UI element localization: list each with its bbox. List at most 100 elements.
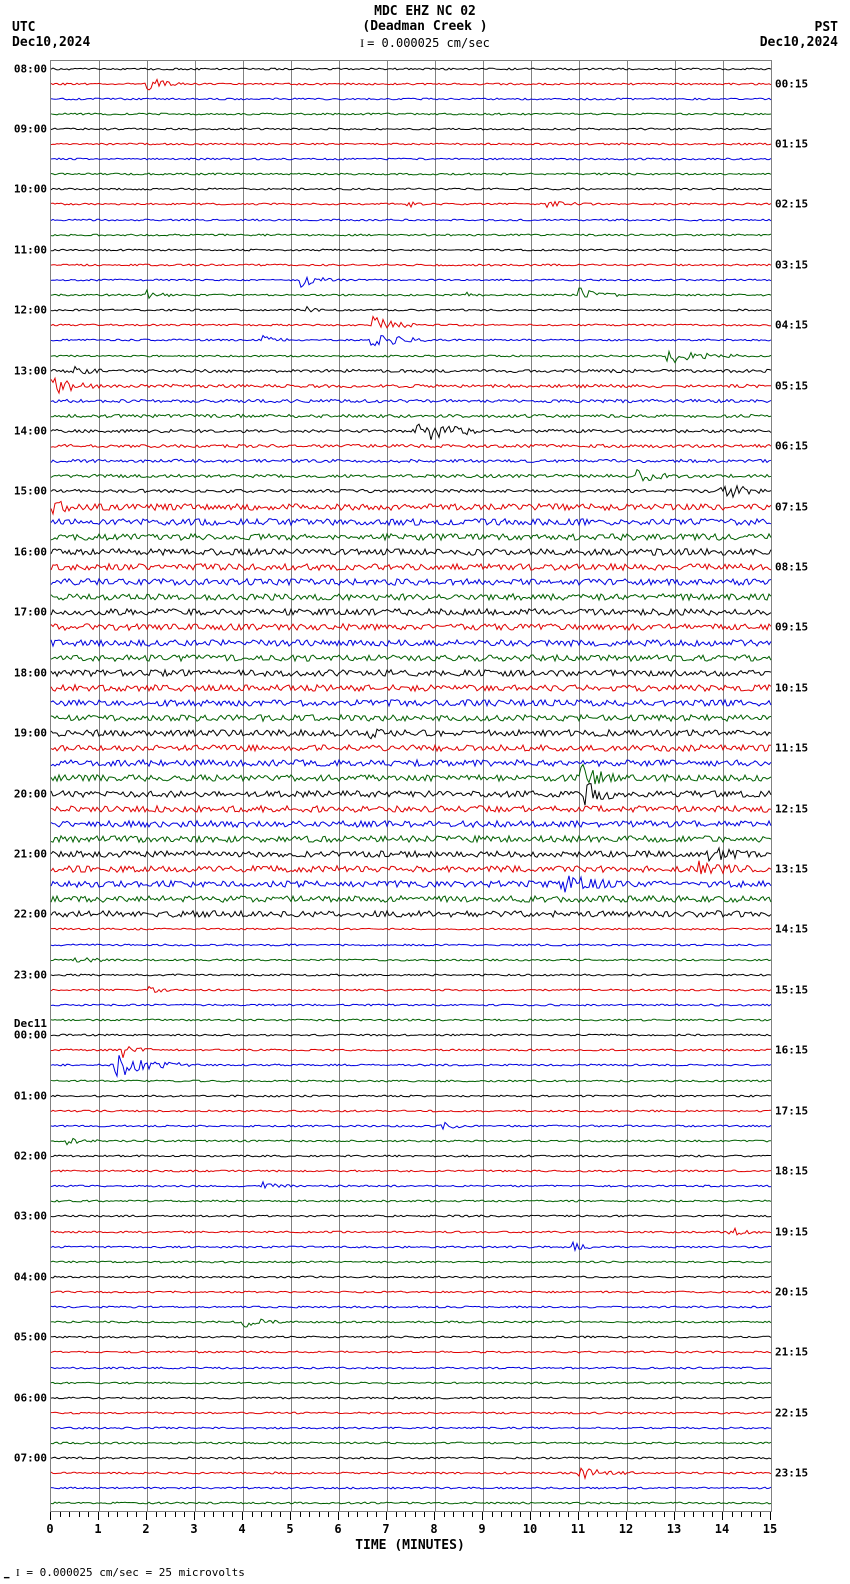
x-axis: TIME (MINUTES) 0123456789101112131415 [50, 1512, 770, 1562]
pst-time-label: 20:15 [771, 1285, 808, 1298]
utc-time-label: 22:00 [14, 908, 51, 921]
trace-row [51, 1443, 771, 1444]
trace-row: 21:00 [51, 854, 771, 855]
trace-row [51, 1005, 771, 1006]
trace-row: 14:15 [51, 929, 771, 930]
pst-time-label: 01:15 [771, 138, 808, 151]
trace-row [51, 416, 771, 417]
pst-time-label: 10:15 [771, 681, 808, 694]
trace-row [51, 356, 771, 357]
trace-row: 05:15 [51, 386, 771, 387]
trace-row: 07:00 [51, 1458, 771, 1459]
trace-row [51, 1322, 771, 1323]
utc-time-label: 20:00 [14, 787, 51, 800]
pst-time-label: 14:15 [771, 923, 808, 936]
trace-row: 12:15 [51, 809, 771, 810]
utc-time-label: 21:00 [14, 847, 51, 860]
trace-row [51, 220, 771, 221]
x-tick-label: 4 [238, 1522, 245, 1536]
trace-row: 01:00 [51, 1096, 771, 1097]
pst-time-label: 09:15 [771, 621, 808, 634]
trace-row [51, 1020, 771, 1021]
x-tick-label: 10 [523, 1522, 537, 1536]
x-tick-label: 15 [763, 1522, 777, 1536]
pst-time-label: 17:15 [771, 1104, 808, 1117]
trace-row [51, 1368, 771, 1369]
utc-time-label: 02:00 [14, 1150, 51, 1163]
x-tick-label: 13 [667, 1522, 681, 1536]
utc-time-label: 03:00 [14, 1210, 51, 1223]
trace-row: 11:15 [51, 748, 771, 749]
trace-row [51, 461, 771, 462]
trace-row [51, 159, 771, 160]
trace-row [51, 537, 771, 538]
utc-time-label: 14:00 [14, 425, 51, 438]
trace-row: 08:15 [51, 567, 771, 568]
trace-row [51, 597, 771, 598]
trace-row [51, 99, 771, 100]
x-tick-label: 0 [46, 1522, 53, 1536]
trace-row: 10:15 [51, 688, 771, 689]
pst-time-label: 04:15 [771, 319, 808, 332]
trace-row: 13:00 [51, 371, 771, 372]
trace-row [51, 1383, 771, 1384]
pst-time-label: 11:15 [771, 742, 808, 755]
trace-row [51, 1141, 771, 1142]
trace-row: 03:15 [51, 265, 771, 266]
utc-time-label: 05:00 [14, 1331, 51, 1344]
x-tick-label: 5 [286, 1522, 293, 1536]
trace-row [51, 280, 771, 281]
pst-time-label: 00:15 [771, 77, 808, 90]
trace-row [51, 778, 771, 779]
trace-row [51, 401, 771, 402]
pst-time-label: 15:15 [771, 983, 808, 996]
utc-time-label: 01:00 [14, 1089, 51, 1102]
trace-row: 23:00 [51, 975, 771, 976]
trace-row: 06:15 [51, 446, 771, 447]
trace-row: 10:00 [51, 189, 771, 190]
trace-row [51, 476, 771, 477]
utc-time-label: 06:00 [14, 1391, 51, 1404]
trace-row: 20:15 [51, 1292, 771, 1293]
pst-time-label: 08:15 [771, 560, 808, 573]
trace-row: 21:15 [51, 1352, 771, 1353]
trace-row [51, 1488, 771, 1489]
x-tick-label: 3 [190, 1522, 197, 1536]
utc-time-label: 00:00 [14, 1029, 51, 1042]
trace-row [51, 763, 771, 764]
trace-row [51, 235, 771, 236]
pst-time-label: 06:15 [771, 440, 808, 453]
x-tick-label: 2 [142, 1522, 149, 1536]
trace-row [51, 1428, 771, 1429]
trace-row: 22:15 [51, 1413, 771, 1414]
x-tick-label: 8 [430, 1522, 437, 1536]
trace-row [51, 703, 771, 704]
trace-row: 01:15 [51, 144, 771, 145]
trace-row: 08:00 [51, 69, 771, 70]
utc-time-label: 18:00 [14, 666, 51, 679]
helicorder-plot: 08:0000:1509:0001:1510:0002:1511:0003:15… [50, 60, 772, 1512]
utc-time-label: 10:00 [14, 183, 51, 196]
trace-row [51, 945, 771, 946]
trace-row: 04:15 [51, 325, 771, 326]
x-tick-label: 9 [478, 1522, 485, 1536]
trace-row: 03:00 [51, 1216, 771, 1217]
trace-row: 04:00 [51, 1277, 771, 1278]
trace-row [51, 1247, 771, 1248]
trace-row: 19:00 [51, 733, 771, 734]
pst-time-label: 16:15 [771, 1044, 808, 1057]
utc-time-label: 04:00 [14, 1270, 51, 1283]
trace-row: 15:15 [51, 990, 771, 991]
pst-time-label: 18:15 [771, 1165, 808, 1178]
station-title: MDC EHZ NC 02 [0, 0, 850, 19]
trace-row [51, 340, 771, 341]
trace-row [51, 884, 771, 885]
trace-row [51, 582, 771, 583]
trace-row: 11:00 [51, 250, 771, 251]
pst-time-label: 02:15 [771, 198, 808, 211]
trace-row: 02:00 [51, 1156, 771, 1157]
utc-time-label: 08:00 [14, 62, 51, 75]
pst-time-label: 13:15 [771, 863, 808, 876]
trace-row [51, 114, 771, 115]
trace-row: 16:00 [51, 552, 771, 553]
